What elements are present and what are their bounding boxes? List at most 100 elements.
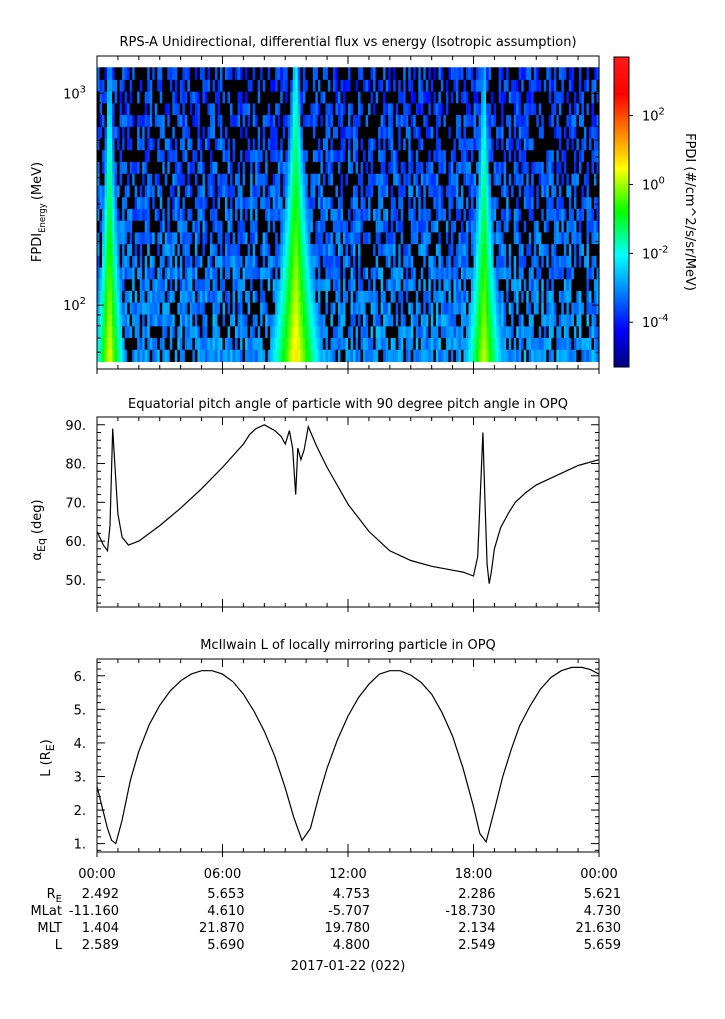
spectrogram-cell xyxy=(478,278,482,291)
spectrogram-cell xyxy=(593,138,598,151)
spectrogram-cell xyxy=(302,149,306,162)
spectrogram-cell xyxy=(204,290,209,303)
spectrogram-cell xyxy=(337,149,342,162)
spectrogram-cell xyxy=(237,102,241,116)
spectrogram-cell xyxy=(516,67,520,80)
spectrogram-cell xyxy=(102,138,106,151)
spectrogram-cell xyxy=(142,173,146,186)
spectrogram-cell xyxy=(541,267,545,280)
spectrogram-cell xyxy=(287,255,291,268)
spectrogram-cell xyxy=(493,349,497,362)
spectrogram-cell xyxy=(302,349,306,362)
spectrogram-cell xyxy=(440,114,444,127)
spectrogram-cell xyxy=(192,349,196,362)
spectrogram-cell xyxy=(250,161,254,174)
spectrogram-cell xyxy=(297,325,301,338)
spectrogram-cell xyxy=(408,220,412,233)
spectrogram-cell xyxy=(199,114,204,127)
spectrogram-cell xyxy=(385,79,389,92)
spectrogram-cell xyxy=(252,196,256,209)
spectrogram-cell xyxy=(373,114,377,127)
spectrogram-cell xyxy=(297,220,301,233)
spectrogram-cell xyxy=(486,302,490,315)
spectrogram-cell xyxy=(297,278,301,291)
spectrogram-cell xyxy=(408,196,412,209)
spectrogram-cell xyxy=(463,67,467,80)
spectrogram-cell xyxy=(365,314,369,327)
spectrogram-cell xyxy=(501,185,505,198)
spectrogram-cell xyxy=(300,196,304,209)
spectrogram-cell xyxy=(204,161,209,174)
spectrogram-cell xyxy=(280,102,284,116)
spectrogram-cell xyxy=(435,290,439,303)
spectrogram-cell xyxy=(134,349,138,362)
spectrogram-cell xyxy=(573,325,578,338)
spectrogram-cell xyxy=(272,325,276,338)
spectrogram-cell xyxy=(393,67,397,80)
spectrogram-cell xyxy=(380,185,384,198)
spectrogram-cell xyxy=(197,208,201,221)
spectrogram-cell xyxy=(99,196,103,209)
spectrogram-cell xyxy=(478,302,482,315)
spectrogram-cell xyxy=(114,337,118,350)
spectrogram-cell xyxy=(586,255,590,268)
spectrogram-cell xyxy=(573,67,578,80)
spectrogram-cell xyxy=(543,232,547,245)
spectrogram-cell xyxy=(541,243,545,256)
spectrogram-cell xyxy=(440,255,444,268)
spectrogram-cell xyxy=(147,220,151,233)
spectrogram-cell xyxy=(375,243,379,256)
spectrogram-cell xyxy=(430,325,434,338)
spectrogram-cell xyxy=(237,325,241,338)
spectrogram-cell xyxy=(506,173,510,186)
spectrogram-cell xyxy=(199,67,204,80)
spectrogram-cell xyxy=(262,185,266,198)
spectrogram-cell xyxy=(438,349,442,362)
spectrogram-cell xyxy=(164,161,168,174)
spectrogram-cell xyxy=(119,267,123,280)
spectrogram-cell xyxy=(149,114,153,127)
spectrogram-cell xyxy=(194,232,198,245)
spectrogram-cell xyxy=(270,278,274,291)
spectrogram-cell xyxy=(403,173,407,186)
spectrogram-cell xyxy=(310,91,314,104)
spectrogram-cell xyxy=(385,302,389,315)
spectrogram-cell xyxy=(280,255,284,268)
spectrogram-cell xyxy=(340,102,344,116)
spectrogram-cell xyxy=(538,349,542,362)
spectrogram-cell xyxy=(162,161,166,174)
spectrogram-cell xyxy=(395,114,399,127)
spectrogram-cell xyxy=(144,102,148,116)
spectrogram-cell xyxy=(398,196,402,209)
spectrogram-cell xyxy=(428,278,432,291)
spectrogram-cell xyxy=(107,149,111,162)
spectrogram-cell xyxy=(134,91,138,104)
spectrogram-cell xyxy=(272,255,276,268)
spectrogram-cell xyxy=(591,114,595,127)
spectrogram-cell xyxy=(450,302,455,315)
spectrogram-cell xyxy=(345,232,349,245)
spectrogram-cell xyxy=(531,278,535,291)
spectrogram-cell xyxy=(380,314,384,327)
spectrogram-cell xyxy=(388,138,392,151)
spectrogram-cell xyxy=(435,267,439,280)
spectrogram-cell xyxy=(302,173,306,186)
spectrogram-cell xyxy=(270,349,274,362)
spectrogram-cell xyxy=(107,185,111,198)
spectrogram-cell xyxy=(327,302,332,315)
spectrogram-cell xyxy=(237,349,241,362)
spectrogram-cell xyxy=(363,126,367,139)
spectrogram-cell xyxy=(375,102,379,116)
spectrogram-cell xyxy=(398,314,402,327)
spectrogram-cell xyxy=(481,278,485,291)
spectrogram-cell xyxy=(162,126,166,139)
spectrogram-cell xyxy=(174,302,178,315)
spectrogram-cell xyxy=(478,196,482,209)
spectrogram-cell xyxy=(177,91,181,104)
spectrogram-cell xyxy=(199,185,204,198)
spectrogram-cell xyxy=(596,114,600,127)
spectrogram-cell xyxy=(458,278,462,291)
spectrogram-cell xyxy=(561,185,565,198)
spectrogram-cell xyxy=(295,67,299,80)
spectrogram-cell xyxy=(428,102,432,116)
